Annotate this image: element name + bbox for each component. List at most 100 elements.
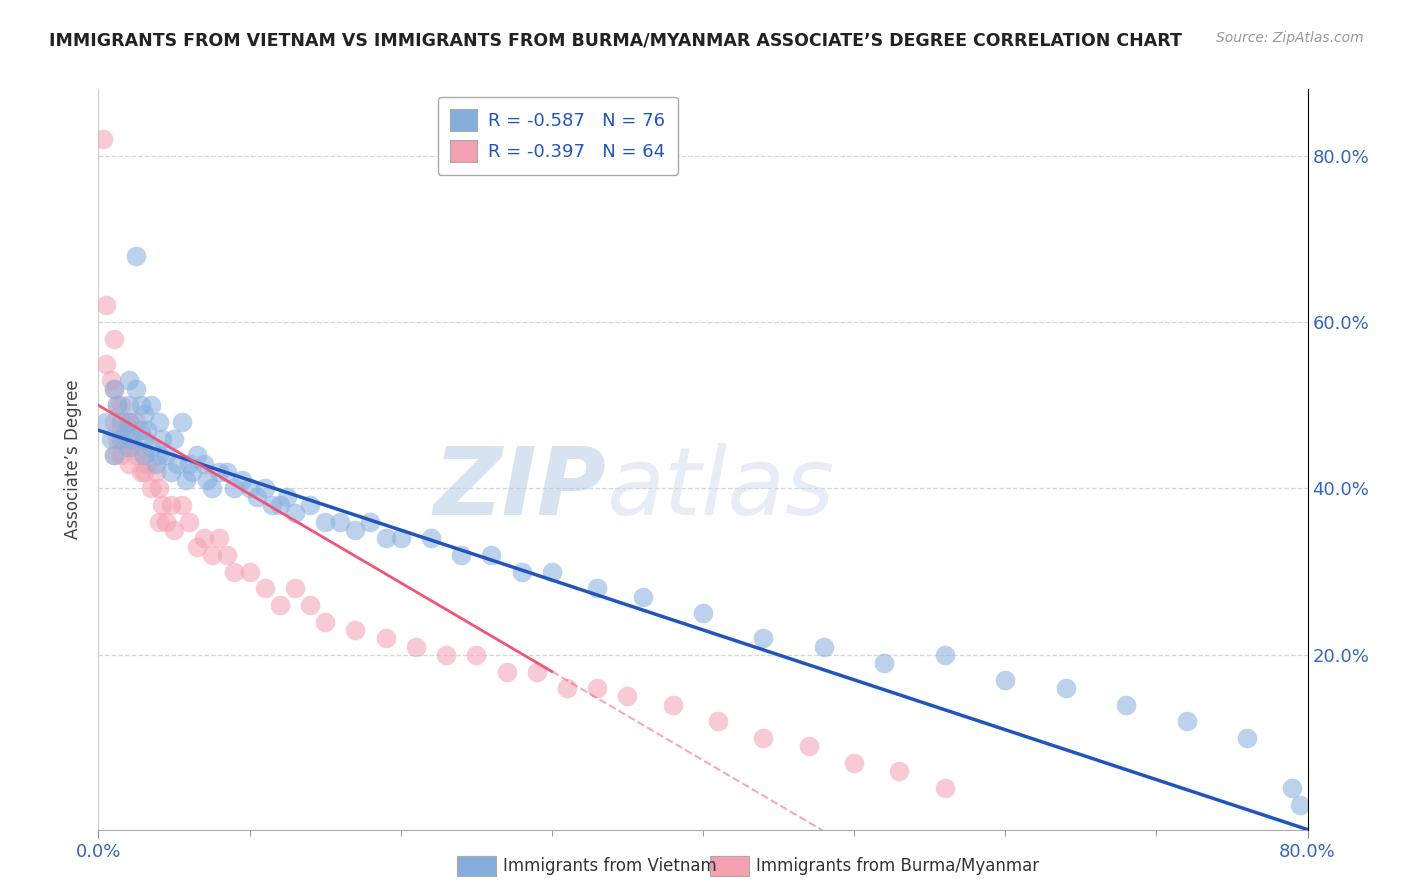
Point	[148, 415, 170, 429]
Point	[118, 398, 141, 412]
Point	[450, 548, 472, 562]
Point	[118, 432, 141, 446]
Point	[299, 598, 322, 612]
Point	[186, 540, 208, 554]
Point	[360, 515, 382, 529]
Point	[299, 498, 322, 512]
Point	[135, 457, 157, 471]
Point	[125, 249, 148, 263]
Point	[105, 398, 128, 412]
Point	[661, 698, 683, 712]
Point	[231, 473, 253, 487]
Point	[224, 482, 246, 496]
Point	[110, 423, 132, 437]
Point	[420, 532, 443, 546]
Point	[181, 465, 204, 479]
Point	[110, 415, 132, 429]
Point	[434, 648, 457, 662]
Point	[631, 590, 654, 604]
Point	[150, 498, 173, 512]
Point	[284, 582, 307, 596]
Point	[314, 515, 336, 529]
Point	[174, 473, 197, 487]
Y-axis label: Associate’s Degree: Associate’s Degree	[65, 380, 83, 539]
Point	[125, 448, 148, 462]
Point	[813, 640, 835, 654]
Point	[141, 440, 163, 454]
Point	[186, 448, 208, 462]
Point	[707, 714, 730, 729]
Point	[1289, 797, 1312, 812]
Point	[873, 656, 896, 670]
Point	[100, 373, 122, 387]
Point	[103, 382, 125, 396]
Point	[269, 498, 291, 512]
Point	[148, 482, 170, 496]
Point	[141, 482, 163, 496]
Point	[129, 423, 152, 437]
Point	[344, 523, 367, 537]
Point	[121, 432, 143, 446]
Point	[129, 465, 152, 479]
Point	[797, 739, 820, 754]
Point	[269, 598, 291, 612]
Point	[526, 665, 548, 679]
Point	[110, 398, 132, 412]
Point	[389, 532, 412, 546]
Point	[166, 457, 188, 471]
Point	[253, 482, 276, 496]
Point	[692, 607, 714, 621]
Point	[481, 548, 503, 562]
Point	[616, 690, 638, 704]
Point	[170, 498, 193, 512]
Point	[110, 432, 132, 446]
Point	[160, 498, 183, 512]
Point	[1236, 731, 1258, 745]
Point	[201, 548, 224, 562]
Point	[163, 432, 186, 446]
Point	[94, 298, 117, 312]
Point	[114, 423, 136, 437]
Point	[752, 731, 775, 745]
Point	[145, 465, 167, 479]
Point	[262, 498, 284, 512]
Point	[239, 482, 262, 496]
Point	[100, 432, 122, 446]
Point	[215, 465, 238, 479]
Point	[105, 432, 128, 446]
Point	[150, 432, 173, 446]
Point	[103, 382, 125, 396]
Point	[195, 473, 218, 487]
Point	[239, 565, 262, 579]
Point	[215, 548, 238, 562]
Point	[132, 432, 155, 446]
Point	[253, 582, 276, 596]
Point	[91, 132, 114, 146]
Point	[374, 632, 396, 646]
Legend: R = -0.587   N = 76, R = -0.397   N = 64: R = -0.587 N = 76, R = -0.397 N = 64	[437, 96, 678, 175]
Point	[132, 465, 155, 479]
Point	[132, 448, 155, 462]
Point	[246, 490, 269, 504]
Text: Immigrants from Burma/Myanmar: Immigrants from Burma/Myanmar	[756, 857, 1039, 875]
Point	[329, 515, 352, 529]
Point	[170, 415, 193, 429]
Point	[208, 532, 231, 546]
Point	[125, 415, 148, 429]
Point	[844, 756, 866, 770]
Point	[179, 515, 201, 529]
Point	[555, 681, 578, 695]
Point	[1281, 780, 1303, 795]
Text: Source: ZipAtlas.com: Source: ZipAtlas.com	[1216, 31, 1364, 45]
Point	[125, 382, 148, 396]
Point	[1054, 681, 1077, 695]
Point	[148, 515, 170, 529]
Point	[193, 457, 215, 471]
Point	[160, 465, 183, 479]
Point	[94, 357, 117, 371]
Point	[135, 423, 157, 437]
Point	[105, 398, 128, 412]
Point	[224, 565, 246, 579]
Point	[163, 523, 186, 537]
Point	[114, 440, 136, 454]
